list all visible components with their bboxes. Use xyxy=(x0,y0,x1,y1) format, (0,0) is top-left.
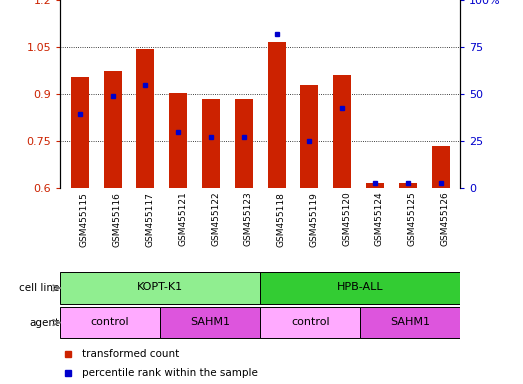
Text: GSM455125: GSM455125 xyxy=(408,192,417,247)
Text: control: control xyxy=(291,317,329,327)
Text: GSM455116: GSM455116 xyxy=(112,192,122,247)
Bar xyxy=(71,77,89,188)
Text: percentile rank within the sample: percentile rank within the sample xyxy=(82,368,258,379)
Text: GSM455121: GSM455121 xyxy=(178,192,187,247)
Text: GSM455124: GSM455124 xyxy=(375,192,384,246)
Bar xyxy=(333,75,351,188)
Bar xyxy=(260,307,360,338)
Text: GSM455120: GSM455120 xyxy=(342,192,351,247)
Text: SAHM1: SAHM1 xyxy=(190,317,230,327)
Text: GSM455117: GSM455117 xyxy=(145,192,154,247)
Bar xyxy=(202,99,220,188)
Text: HPB-ALL: HPB-ALL xyxy=(337,282,383,292)
Text: GSM455122: GSM455122 xyxy=(211,192,220,246)
Bar xyxy=(235,99,253,188)
Text: cell line: cell line xyxy=(19,283,59,293)
Bar xyxy=(169,93,187,188)
Bar xyxy=(60,307,160,338)
Text: GSM455126: GSM455126 xyxy=(440,192,450,247)
Text: transformed count: transformed count xyxy=(82,349,179,359)
Text: control: control xyxy=(91,317,130,327)
Bar xyxy=(366,184,384,188)
Bar xyxy=(137,49,154,188)
Text: agent: agent xyxy=(29,318,59,328)
Text: GSM455118: GSM455118 xyxy=(277,192,286,247)
Bar xyxy=(160,307,260,338)
Bar xyxy=(399,184,417,188)
Bar xyxy=(431,146,450,188)
Text: GSM455123: GSM455123 xyxy=(244,192,253,247)
Bar xyxy=(60,272,260,304)
Bar xyxy=(104,71,122,188)
Bar xyxy=(300,84,319,188)
Text: GSM455119: GSM455119 xyxy=(310,192,319,247)
Text: KOPT-K1: KOPT-K1 xyxy=(137,282,183,292)
Text: GSM455115: GSM455115 xyxy=(80,192,89,247)
Bar xyxy=(268,42,286,188)
Bar xyxy=(360,307,460,338)
Bar xyxy=(260,272,460,304)
Text: SAHM1: SAHM1 xyxy=(390,317,430,327)
